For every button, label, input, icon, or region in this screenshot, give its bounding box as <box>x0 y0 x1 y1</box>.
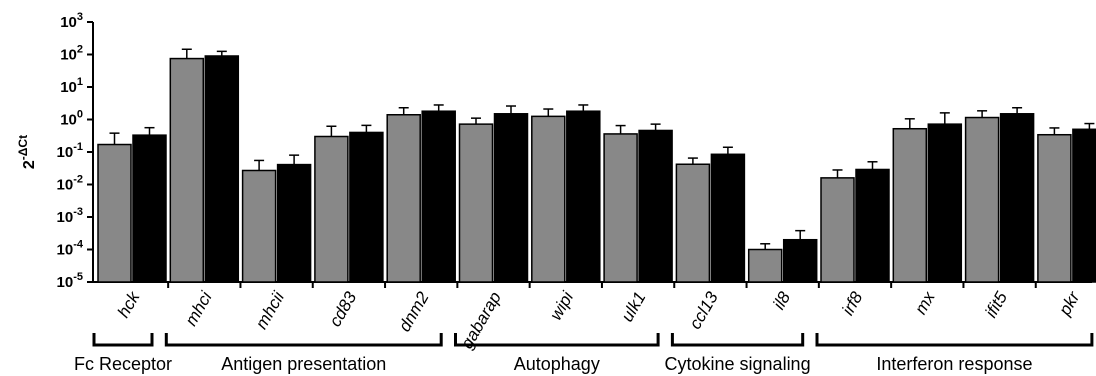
group-brackets: Fc Receptor Antigen presentation Autophagy… <box>74 333 1094 374</box>
category-label: pkr <box>1055 287 1084 319</box>
bar <box>675 163 711 283</box>
bar <box>747 248 783 283</box>
bar <box>892 127 928 283</box>
group-label: Autophagy <box>514 354 600 374</box>
bar <box>1072 128 1096 283</box>
bar <box>927 123 963 283</box>
category-labels: hck mhci mhcii cd83 dnm2 gabarap wipi ulk1 ccl13… <box>114 287 1084 352</box>
bar <box>386 114 421 283</box>
group-bracket <box>454 333 660 347</box>
category-label: il8 <box>769 288 794 313</box>
bar <box>132 134 167 283</box>
category-label: cd83 <box>325 288 360 330</box>
y-axis-label: 2-ΔCt <box>16 135 38 169</box>
y-tick-label: 100 <box>60 109 83 129</box>
category-label: irf8 <box>838 288 867 318</box>
bar <box>710 153 746 283</box>
category-label: ifit5 <box>981 288 1011 321</box>
category-label: mhcii <box>252 287 289 332</box>
group-bracket <box>670 333 805 347</box>
bar <box>638 129 673 283</box>
group-bracket <box>164 333 443 347</box>
bar <box>458 123 494 283</box>
y-axis-title: 2-ΔCt <box>16 135 38 169</box>
group-label: Cytokine signaling <box>665 354 811 374</box>
bar <box>820 177 855 283</box>
bar <box>855 168 890 283</box>
y-axis: 103 102 101 100 10-1 10-2 10-3 10-4 10-5 <box>57 11 94 291</box>
y-tick-label: 103 <box>60 11 83 31</box>
x-axis <box>93 281 1092 288</box>
bar <box>999 113 1035 283</box>
y-tick-label: 10-3 <box>57 206 83 226</box>
category-label: ulk1 <box>618 289 650 326</box>
bar <box>204 55 240 283</box>
bar <box>276 163 312 283</box>
y-tick-label: 10-4 <box>57 239 84 259</box>
bar <box>314 135 349 283</box>
bar <box>964 116 1000 283</box>
bar <box>1037 133 1072 283</box>
bar <box>782 238 818 283</box>
y-tick-label: 10-1 <box>57 141 83 161</box>
bar <box>97 143 132 283</box>
bar <box>493 113 529 283</box>
y-tick-label: 10-2 <box>57 174 83 194</box>
bars <box>97 55 1096 283</box>
category-label: ccl13 <box>686 288 723 332</box>
error-bars <box>109 48 1095 250</box>
bar <box>566 110 601 283</box>
bar <box>241 169 277 283</box>
group-label: Fc Receptor <box>74 354 172 374</box>
bar <box>349 131 384 283</box>
bar <box>531 115 566 283</box>
bar <box>603 133 638 283</box>
group-label: Antigen presentation <box>221 354 386 374</box>
y-tick-label: 101 <box>60 76 83 96</box>
group-bracket <box>92 333 154 347</box>
bar <box>169 57 205 283</box>
category-label: wipi <box>546 287 578 323</box>
y-tick-label: 102 <box>60 44 83 64</box>
group-bracket <box>815 333 1094 347</box>
category-label: gabarap <box>457 289 505 353</box>
y-tick-label: 10-5 <box>57 271 83 291</box>
bar <box>421 110 456 283</box>
category-label: hck <box>114 287 144 321</box>
group-label: Interferon response <box>876 354 1032 374</box>
category-label: dnm2 <box>395 288 433 335</box>
category-label: mhci <box>181 287 216 329</box>
category-label: mx <box>911 288 939 318</box>
